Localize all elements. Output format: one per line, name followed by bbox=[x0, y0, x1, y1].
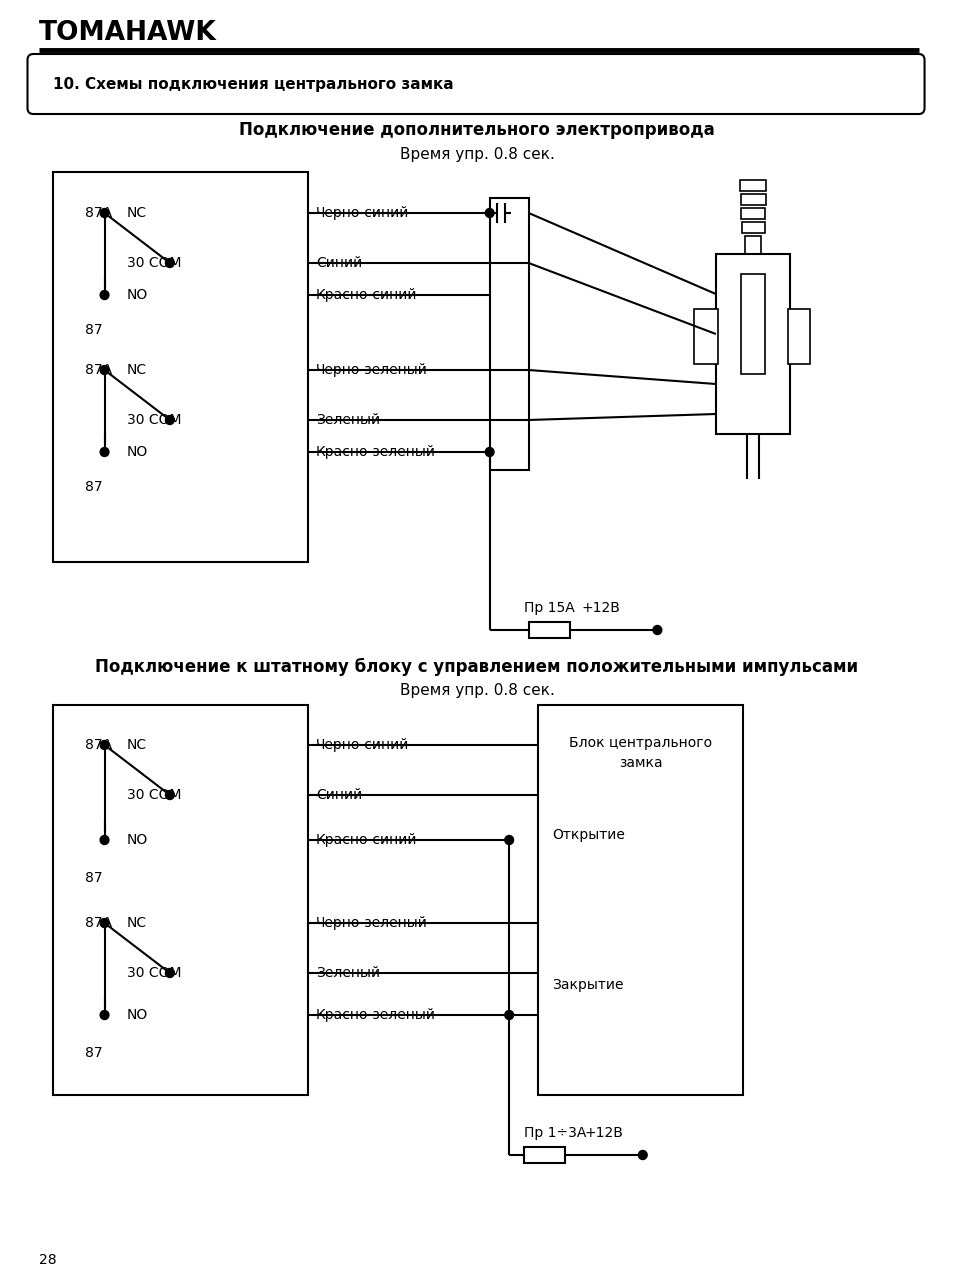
Circle shape bbox=[100, 740, 109, 749]
Text: 30 COM: 30 COM bbox=[127, 966, 181, 980]
Bar bbox=[52, 705, 308, 1095]
Text: 87: 87 bbox=[85, 481, 103, 493]
Text: 87: 87 bbox=[85, 1046, 103, 1060]
Text: 30 COM: 30 COM bbox=[127, 256, 181, 270]
Text: NC: NC bbox=[127, 206, 147, 220]
Circle shape bbox=[485, 447, 494, 456]
Text: Пр 15А: Пр 15А bbox=[523, 601, 574, 616]
Text: Красно-зеленый: Красно-зеленый bbox=[315, 445, 436, 459]
Text: Закрытие: Закрытие bbox=[552, 978, 623, 992]
Text: 87A: 87A bbox=[85, 362, 112, 377]
Text: +12В: +12В bbox=[580, 601, 619, 616]
Text: Пр 1÷3А: Пр 1÷3А bbox=[523, 1126, 585, 1140]
Text: NO: NO bbox=[127, 833, 148, 847]
Text: NC: NC bbox=[127, 362, 147, 377]
Bar bbox=[787, 308, 809, 364]
Circle shape bbox=[100, 1010, 109, 1019]
Text: 87A: 87A bbox=[85, 206, 112, 220]
Text: Блок центрального: Блок центрального bbox=[569, 736, 712, 750]
Text: Синий: Синий bbox=[315, 256, 362, 270]
Bar bbox=[489, 198, 528, 470]
Bar bbox=[744, 236, 760, 254]
Bar bbox=[740, 208, 764, 218]
Circle shape bbox=[485, 208, 494, 217]
Bar bbox=[740, 180, 765, 191]
FancyBboxPatch shape bbox=[28, 54, 923, 114]
Bar bbox=[740, 194, 765, 206]
Text: NO: NO bbox=[127, 1007, 148, 1022]
Circle shape bbox=[165, 969, 174, 978]
Circle shape bbox=[100, 208, 109, 217]
Text: 87: 87 bbox=[85, 323, 103, 337]
Bar bbox=[715, 254, 789, 434]
Text: NC: NC bbox=[127, 916, 147, 930]
Circle shape bbox=[165, 415, 174, 424]
Text: NO: NO bbox=[127, 445, 148, 459]
Circle shape bbox=[100, 365, 109, 374]
Text: 87A: 87A bbox=[85, 916, 112, 930]
Circle shape bbox=[165, 258, 174, 267]
Text: 87: 87 bbox=[85, 871, 103, 885]
Circle shape bbox=[100, 447, 109, 456]
Text: Зеленый: Зеленый bbox=[315, 412, 380, 427]
Text: Красно-зеленый: Красно-зеленый bbox=[315, 1007, 436, 1022]
Text: Время упр. 0.8 сек.: Время упр. 0.8 сек. bbox=[399, 682, 554, 698]
Circle shape bbox=[100, 290, 109, 299]
Bar bbox=[537, 705, 742, 1095]
Bar bbox=[523, 1148, 564, 1163]
Text: NC: NC bbox=[127, 738, 147, 752]
Text: Черно-синий: Черно-синий bbox=[315, 206, 409, 220]
Text: 30 COM: 30 COM bbox=[127, 412, 181, 427]
Text: NO: NO bbox=[127, 288, 148, 302]
Text: Черно-зеленый: Черно-зеленый bbox=[315, 362, 428, 377]
Text: Время упр. 0.8 сек.: Время упр. 0.8 сек. bbox=[399, 146, 554, 162]
Text: Красно-синий: Красно-синий bbox=[315, 288, 417, 302]
Text: Синий: Синий bbox=[315, 788, 362, 802]
Text: Открытие: Открытие bbox=[552, 828, 624, 842]
Circle shape bbox=[100, 919, 109, 928]
Circle shape bbox=[504, 835, 513, 844]
Circle shape bbox=[100, 835, 109, 844]
Text: 87A: 87A bbox=[85, 738, 112, 752]
Bar bbox=[741, 222, 764, 233]
Text: Подключение к штатному блоку с управлением положительными импульсами: Подключение к штатному блоку с управлени… bbox=[95, 658, 858, 676]
Text: Черно-синий: Черно-синий bbox=[315, 738, 409, 752]
Bar bbox=[528, 622, 569, 637]
Text: Зеленый: Зеленый bbox=[315, 966, 380, 980]
Text: 10. Схемы подключения центрального замка: 10. Схемы подключения центрального замка bbox=[52, 77, 453, 91]
Text: замка: замка bbox=[618, 756, 662, 770]
Circle shape bbox=[504, 1010, 513, 1019]
Text: Красно-синий: Красно-синий bbox=[315, 833, 417, 847]
Circle shape bbox=[165, 790, 174, 799]
Bar bbox=[694, 308, 717, 364]
Text: 30 COM: 30 COM bbox=[127, 788, 181, 802]
Circle shape bbox=[652, 626, 661, 635]
Text: Подключение дополнительного электропривода: Подключение дополнительного электроприво… bbox=[239, 121, 714, 139]
Bar bbox=[52, 172, 308, 562]
Circle shape bbox=[638, 1150, 646, 1159]
Text: +12В: +12В bbox=[583, 1126, 622, 1140]
Text: TOMAHAWK: TOMAHAWK bbox=[39, 21, 216, 46]
Text: Черно-зеленый: Черно-зеленый bbox=[315, 916, 428, 930]
Text: 28: 28 bbox=[39, 1253, 57, 1267]
Bar bbox=[740, 274, 764, 374]
